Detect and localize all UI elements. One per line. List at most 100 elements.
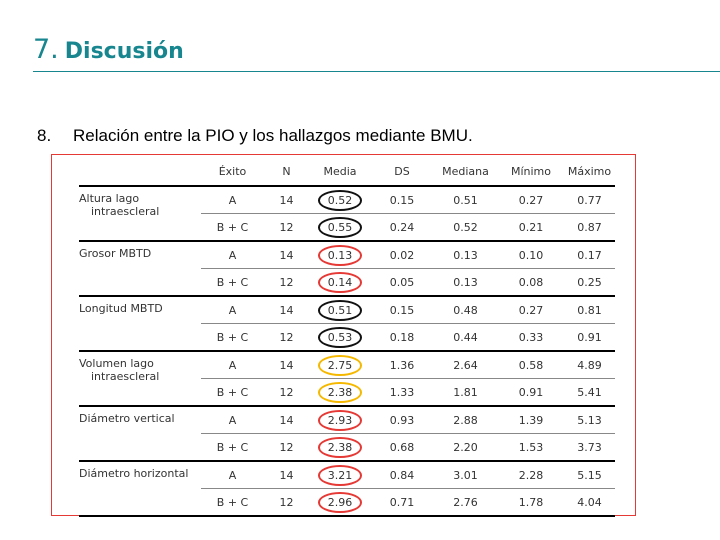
cell-minimo: 0.08: [498, 268, 564, 297]
cell-maximo: 0.17: [564, 241, 615, 269]
cell-ds: 0.68: [371, 433, 433, 462]
cell-exito: B + C: [201, 323, 264, 352]
media-highlight-oval: 3.21: [317, 464, 363, 486]
cell-maximo: 5.41: [564, 378, 615, 407]
table-row: Grosor MBTD A 14 0.13 0.02 0.13 0.10 0.17: [79, 241, 615, 297]
variable-name: Grosor MBTD: [79, 247, 152, 260]
header-media: Media: [309, 158, 371, 187]
cell-mediana: 2.88: [433, 406, 498, 434]
cell-exito: A: [201, 241, 264, 269]
cell-mediana: 0.13: [433, 268, 498, 297]
cell-n: 12: [264, 378, 309, 407]
media-highlight-oval: 2.93: [317, 409, 363, 431]
cell-n: 12: [264, 268, 309, 297]
cell-ds: 0.24: [371, 213, 433, 242]
cell-mediana: 3.01: [433, 461, 498, 489]
variable-name: Volumen lago: [79, 357, 154, 370]
table-row: B + C 12 2.38 0.68 2.20 1.53 3.73: [79, 433, 615, 462]
cell-ds: 0.15: [371, 296, 433, 324]
cell-n: 12: [264, 323, 309, 352]
slide-title: 7. Discusión: [33, 34, 184, 65]
media-highlight-oval: 2.38: [317, 436, 363, 458]
cell-exito: A: [201, 351, 264, 379]
section-number: 8.: [37, 126, 52, 145]
header-exito: Éxito: [201, 158, 264, 187]
cell-maximo: 0.91: [564, 323, 615, 352]
table-row: Diámetro vertical A 14 2.93 0.93 2.88 1.39 5.13: [79, 406, 615, 462]
cell-mediana: 1.81: [433, 378, 498, 407]
cell-minimo: 0.91: [498, 378, 564, 407]
variable-label: Diámetro horizontal: [79, 461, 201, 517]
media-highlight-oval: 0.53: [317, 326, 363, 348]
cell-n: 14: [264, 296, 309, 324]
cell-minimo: 2.28: [498, 461, 564, 489]
media-highlight-oval: 0.14: [317, 271, 363, 293]
cell-media: 2.96: [309, 488, 371, 517]
cell-media: 2.38: [309, 378, 371, 407]
cell-maximo: 0.87: [564, 213, 615, 242]
cell-ds: 0.71: [371, 488, 433, 517]
cell-n: 14: [264, 351, 309, 379]
cell-maximo: 0.25: [564, 268, 615, 297]
table-row: Diámetro horizontal A 14 3.21 0.84 3.01 2.28 5.…: [79, 461, 615, 517]
cell-minimo: 1.39: [498, 406, 564, 434]
cell-minimo: 0.58: [498, 351, 564, 379]
cell-media: 3.21: [309, 461, 371, 489]
media-highlight-oval: 0.52: [317, 189, 363, 211]
cell-mediana: 0.52: [433, 213, 498, 242]
cell-media: 0.55: [309, 213, 371, 242]
header-row: Éxito N Media DS Mediana Mínimo Máximo: [79, 158, 615, 187]
cell-n: 12: [264, 213, 309, 242]
header-variable: [79, 158, 201, 187]
variable-label: Diámetro vertical: [79, 406, 201, 462]
cell-media: 0.51: [309, 296, 371, 324]
cell-exito: B + C: [201, 488, 264, 517]
variable-name-line2: intraescleral: [91, 205, 160, 218]
cell-exito: B + C: [201, 433, 264, 462]
cell-ds: 1.33: [371, 378, 433, 407]
media-highlight-oval: 2.75: [317, 354, 363, 376]
cell-exito: A: [201, 461, 264, 489]
slide-title-text: Discusión: [64, 39, 184, 64]
cell-maximo: 0.77: [564, 186, 615, 214]
table-row: B + C 12 0.14 0.05 0.13 0.08 0.25: [79, 268, 615, 297]
cell-media: 0.52: [309, 186, 371, 214]
cell-mediana: 0.51: [433, 186, 498, 214]
table-row: B + C 12 2.38 1.33 1.81 0.91 5.41: [79, 378, 615, 407]
cell-exito: B + C: [201, 268, 264, 297]
table-row: B + C 12 0.53 0.18 0.44 0.33 0.91: [79, 323, 615, 352]
cell-minimo: 1.78: [498, 488, 564, 517]
cell-n: 14: [264, 186, 309, 214]
title-divider: [33, 71, 720, 72]
header-maximo: Máximo: [564, 158, 615, 187]
cell-n: 12: [264, 488, 309, 517]
header-minimo: Mínimo: [498, 158, 564, 187]
variable-name: Diámetro vertical: [79, 412, 175, 425]
variable-label: Altura lago intraescleral: [79, 186, 201, 242]
header-n: N: [264, 158, 309, 187]
cell-ds: 0.05: [371, 268, 433, 297]
media-highlight-oval: 2.96: [317, 491, 363, 513]
cell-minimo: 0.10: [498, 241, 564, 269]
cell-n: 14: [264, 241, 309, 269]
cell-maximo: 4.04: [564, 488, 615, 517]
cell-ds: 1.36: [371, 351, 433, 379]
cell-ds: 0.93: [371, 406, 433, 434]
table-row: B + C 12 0.55 0.24 0.52 0.21 0.87: [79, 213, 615, 242]
header-ds: DS: [371, 158, 433, 187]
cell-ds: 0.84: [371, 461, 433, 489]
cell-mediana: 0.44: [433, 323, 498, 352]
cell-mediana: 2.20: [433, 433, 498, 462]
media-highlight-oval: 0.51: [317, 299, 363, 321]
cell-n: 12: [264, 433, 309, 462]
media-highlight-oval: 0.13: [317, 244, 363, 266]
header-mediana: Mediana: [433, 158, 498, 187]
table-row: Volumen lago intraescleral A 14 2.75 1.36 2.64…: [79, 351, 615, 407]
cell-media: 0.53: [309, 323, 371, 352]
variable-name: Diámetro horizontal: [79, 467, 189, 480]
variable-name: Altura lago: [79, 192, 140, 205]
table-row: B + C 12 2.96 0.71 2.76 1.78 4.04: [79, 488, 615, 517]
variable-label: Longitud MBTD: [79, 296, 201, 352]
cell-minimo: 0.27: [498, 296, 564, 324]
media-highlight-oval: 0.55: [317, 216, 363, 238]
